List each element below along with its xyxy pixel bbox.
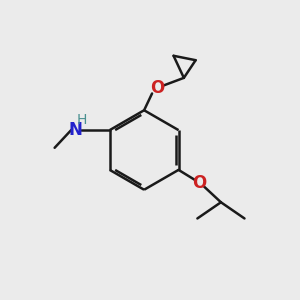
Text: O: O <box>193 174 207 192</box>
Text: H: H <box>77 113 88 127</box>
Text: N: N <box>69 121 83 139</box>
Text: O: O <box>150 79 164 97</box>
